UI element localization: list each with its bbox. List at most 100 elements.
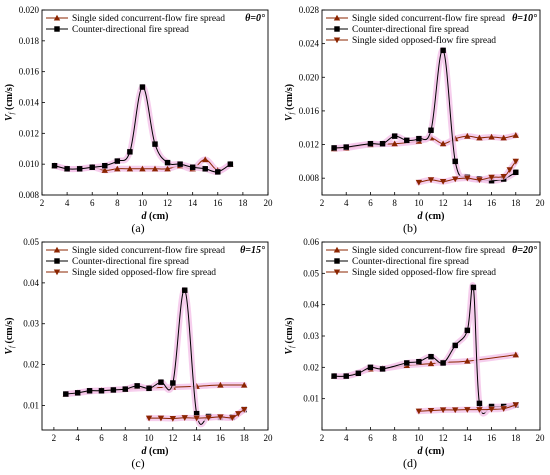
x-axis-label: d (cm) [418, 446, 445, 457]
legend-label: Counter-directional fire spread [352, 24, 469, 35]
data-point [181, 415, 188, 421]
x-tick-label: 2 [320, 433, 325, 443]
series-line [334, 284, 516, 415]
x-tick-label: 20 [264, 198, 274, 208]
legend-label: Counter-directional fire spread [352, 256, 469, 267]
data-point [331, 145, 337, 151]
data-point [500, 406, 507, 412]
x-tick-label: 16 [487, 198, 497, 208]
x-tick-label: 2 [52, 433, 57, 443]
y-tick-label: 0.02 [303, 362, 319, 372]
y-tick-label: 0.05 [303, 268, 319, 278]
series-2 [62, 287, 248, 428]
legend: Single sided concurrent-flow fire spread… [46, 245, 225, 278]
data-point [452, 158, 458, 165]
angle-label: θ=0° [245, 13, 265, 24]
x-tick-label: 14 [463, 433, 473, 443]
x-tick-label: 4 [65, 198, 70, 208]
data-point [404, 360, 410, 366]
data-point [512, 351, 519, 358]
legend-marker [333, 269, 341, 276]
legend: Single sided concurrent-flow fire spread… [326, 245, 505, 278]
data-point [145, 415, 153, 422]
data-point [205, 415, 212, 421]
y-tick-label: 0.012 [299, 140, 319, 150]
y-tick-label: 0.020 [19, 5, 40, 15]
legend-label: Single sided opposed-flow fire spread [352, 267, 496, 278]
data-point [63, 391, 69, 397]
data-point [151, 165, 159, 172]
legend-label: Single sided concurrent-flow fire spread [352, 245, 505, 256]
series-band [331, 47, 519, 184]
y-axis-label: Vf (cm/s) [284, 317, 296, 354]
data-point [343, 373, 349, 379]
x-tick-label: 4 [75, 433, 80, 443]
x-tick-label: 8 [115, 198, 120, 208]
y-tick-label: 0.06 [303, 237, 319, 247]
x-tick-label: 16 [216, 433, 226, 443]
data-point [513, 169, 519, 176]
y-tick-label: 0.020 [299, 72, 320, 82]
legend-marker [333, 37, 341, 44]
legend-label: Counter-directional fire spread [72, 256, 189, 267]
data-point [169, 415, 177, 422]
x-tick-label: 10 [145, 433, 155, 443]
legend-marker [333, 14, 341, 21]
y-tick-label: 0.010 [19, 159, 40, 169]
series-3 [145, 406, 248, 422]
data-point [439, 140, 447, 147]
series-2 [331, 282, 519, 417]
data-point [134, 383, 140, 389]
legend-label: Single sided concurrent-flow fire spread [72, 245, 225, 256]
legend-marker [53, 246, 61, 253]
data-point [110, 387, 117, 393]
data-point [101, 167, 108, 173]
data-point [164, 165, 171, 172]
data-point [367, 140, 374, 147]
x-tick-label: 12 [168, 433, 177, 443]
data-point [488, 174, 495, 181]
angle-label: θ=15° [240, 245, 265, 256]
data-point [170, 380, 176, 386]
data-point [379, 366, 386, 372]
data-point [512, 158, 519, 165]
data-point [217, 381, 224, 388]
y-tick-label: 0.03 [303, 331, 319, 341]
data-point [146, 385, 152, 392]
data-point [193, 415, 200, 422]
data-point [215, 169, 221, 175]
data-point [427, 360, 435, 367]
legend-label: Single sided concurrent-flow fire spread [72, 13, 225, 24]
y-tick-label: 0.012 [19, 128, 39, 138]
y-tick-label: 0.03 [23, 319, 39, 329]
y-tick-label: 0.02 [23, 360, 39, 370]
series-2 [51, 84, 234, 176]
data-point [189, 164, 196, 170]
y-tick-label: 0.016 [19, 67, 40, 77]
data-point [464, 132, 471, 139]
legend-label: Single sided opposed-flow fire spread [352, 35, 496, 46]
legend-marker [54, 258, 60, 264]
x-axis-label: d (cm) [142, 211, 169, 222]
y-tick-label: 0.05 [23, 237, 39, 247]
angle-label: θ=10° [512, 13, 537, 24]
x-tick-label: 12 [163, 198, 172, 208]
data-point [439, 407, 447, 414]
data-point [139, 84, 146, 90]
data-point [114, 165, 121, 172]
data-point [157, 415, 165, 422]
legend-marker [334, 26, 340, 32]
data-point [89, 164, 95, 170]
x-tick-label: 18 [511, 198, 521, 208]
data-point [355, 370, 362, 377]
data-point [464, 407, 471, 413]
data-point [427, 177, 435, 184]
data-point [440, 360, 446, 366]
chart-panel-3: 2 4 6 8 10 12 14 16 18 20 0.01 0.02 0.03 0.04 0.05 d (c… [4, 237, 273, 470]
plot-frame [321, 9, 541, 196]
x-tick-label: 20 [536, 433, 546, 443]
data-point [76, 166, 83, 172]
data-point [476, 134, 483, 141]
x-tick-label: 4 [344, 433, 349, 443]
series-3 [415, 401, 519, 415]
